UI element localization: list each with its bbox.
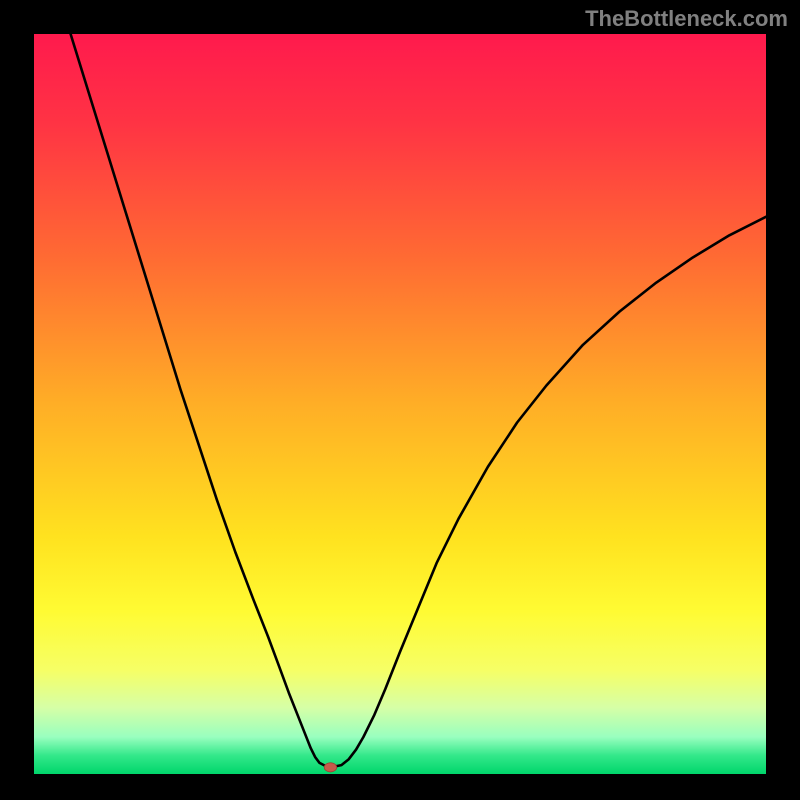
watermark-text: TheBottleneck.com: [585, 6, 788, 32]
plot-area: [34, 34, 766, 774]
optimal-point-marker: [324, 763, 336, 772]
plot-background: [34, 34, 766, 774]
plot-svg: [34, 34, 766, 774]
